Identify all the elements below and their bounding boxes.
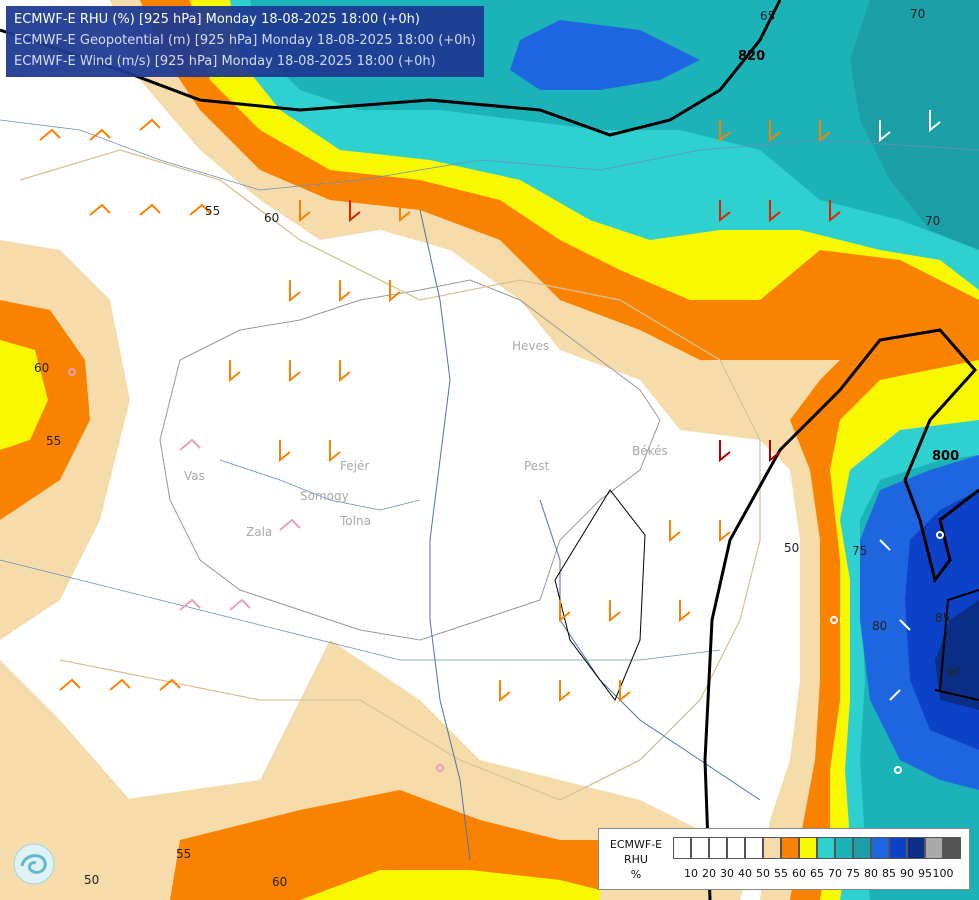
colorbar-swatch: [745, 837, 763, 859]
place-label: Békés: [632, 444, 668, 458]
colorbar-tick: 100: [932, 867, 954, 880]
rhu-label: 70: [925, 214, 940, 228]
rhu-label: 55: [205, 204, 220, 218]
rhu-50-contour: [554, 489, 646, 701]
colorbar-label-line: RHU: [624, 853, 648, 866]
rhu-title: ECMWF-E RHU (%) [925 hPa] Monday 18-08-2…: [14, 12, 420, 27]
geopotential-title: ECMWF-E Geopotential (m) [925 hPa] Monda…: [14, 33, 476, 48]
rhu-label: 60: [34, 361, 49, 375]
colorbar-legend: ECMWF-E RHU % 10 20 30 40 50 55 60 65 70 75 80 85 90…: [598, 828, 970, 890]
colorbar-tick: 95: [918, 867, 932, 880]
colorbar-label-line: ECMWF-E: [609, 838, 663, 851]
rhu-label: 50: [84, 873, 99, 887]
rhu-label: 55: [46, 434, 61, 448]
colorbar-tick: 60: [792, 867, 806, 880]
colorbar-swatch: [691, 837, 709, 859]
colorbar-swatch: [673, 837, 691, 859]
colorbar-label-line: %: [630, 868, 642, 881]
place-label: Tolna: [339, 514, 371, 528]
place-label: Somogy: [300, 489, 349, 503]
colorbar-tick: 50: [756, 867, 770, 880]
rhu-label: 85: [935, 611, 950, 625]
boundaries: [0, 119, 979, 861]
colorbar-tick: 75: [846, 867, 860, 880]
colorbar-swatch: [727, 837, 745, 859]
colorbar-swatch: [925, 837, 943, 859]
colorbar-tick: 70: [828, 867, 842, 880]
place-label: Vas: [184, 469, 205, 483]
rhu-label: 90: [946, 665, 961, 679]
colorbar-swatch: [853, 837, 871, 859]
rhu-label: 60: [272, 875, 287, 889]
colorbar-tick: 65: [810, 867, 824, 880]
rhu-label: 80: [872, 619, 887, 633]
colorbar-swatch: [889, 837, 907, 859]
place-label: Zala: [246, 525, 272, 539]
place-label: Heves: [512, 339, 549, 353]
brand-logo-icon: [13, 843, 55, 885]
colorbar-swatch: [763, 837, 781, 859]
colorbar-tick: 55: [774, 867, 788, 880]
rhu-label: 75: [852, 544, 867, 558]
rhu-label: 55: [176, 847, 191, 861]
geopotential-label: 820: [738, 49, 765, 64]
colorbar-swatch: [835, 837, 853, 859]
colorbar-tick: 40: [738, 867, 752, 880]
colorbar-tick: 20: [702, 867, 716, 880]
colorbar-swatch: [907, 837, 925, 859]
colorbar-swatch: [817, 837, 835, 859]
rhu-label: 50: [784, 541, 799, 555]
rhu-label: 70: [910, 7, 925, 21]
wind-barbs: [39, 110, 944, 774]
colorbar-swatch: [799, 837, 817, 859]
colorbar-swatch: [781, 837, 799, 859]
colorbar-tick: 30: [720, 867, 734, 880]
colorbar-swatch: [709, 837, 727, 859]
place-label: Pest: [524, 459, 549, 473]
colorbar-label: ECMWF-E RHU %: [603, 837, 669, 882]
colorbar-tick: 90: [900, 867, 914, 880]
rhu-label: 60: [264, 211, 279, 225]
place-label: Fejér: [340, 459, 369, 473]
colorbar-tick: 10: [684, 867, 698, 880]
colorbar-tick: 80: [864, 867, 878, 880]
map-title-box: ECMWF-E RHU (%) [925 hPa] Monday 18-08-2…: [6, 6, 484, 77]
colorbar-tick: 85: [882, 867, 896, 880]
colorbar-swatch: [943, 837, 961, 859]
geopotential-label: 800: [932, 449, 959, 464]
rhu-label: 65: [760, 9, 775, 23]
wind-title: ECMWF-E Wind (m/s) [925 hPa] Monday 18-0…: [14, 54, 436, 69]
colorbar-swatch: [871, 837, 889, 859]
